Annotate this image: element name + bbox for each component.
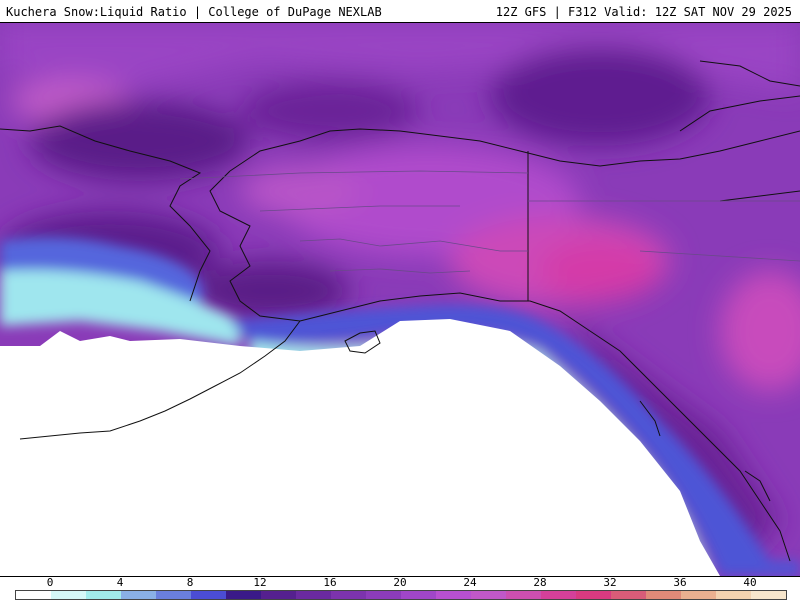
legend-color-cell — [366, 591, 402, 599]
legend-color-cell — [436, 591, 472, 599]
legend-ticks: 0 4 8 12 16 20 24 28 32 36 40 — [0, 576, 800, 590]
legend-tick-label: 20 — [393, 576, 407, 589]
legend-color-cell — [401, 591, 437, 599]
legend-color-cell — [646, 591, 682, 599]
legend-color-cell — [716, 591, 752, 599]
legend-color-cell — [191, 591, 227, 599]
legend-color-cell — [86, 591, 122, 599]
ocean-no-data — [0, 319, 720, 576]
legend-color-cell — [611, 591, 647, 599]
snow-liquid-ratio-map — [0, 22, 800, 577]
map-title: Kuchera Snow:Liquid Ratio | College of D… — [6, 5, 382, 19]
legend-color-cell — [506, 591, 542, 599]
legend-color-cell — [471, 591, 507, 599]
run-info: 12Z GFS | F312 Valid: 12Z SAT NOV 29 202… — [495, 5, 792, 19]
legend-color-cell — [296, 591, 332, 599]
legend-colorbar — [15, 590, 787, 600]
legend-color-cell — [261, 591, 297, 599]
legend-tick-label: 24 — [463, 576, 477, 589]
legend-color-cell — [751, 591, 786, 599]
coastlines — [0, 60, 800, 562]
admin-borders — [179, 170, 800, 274]
legend-color-cell — [226, 591, 262, 599]
legend-tick-label: 40 — [743, 576, 757, 589]
legend-color-cell — [576, 591, 612, 599]
legend-tick-label: 0 — [46, 576, 54, 589]
legend-color-cell — [121, 591, 157, 599]
legend-tick-label: 16 — [323, 576, 337, 589]
legend-color-cell — [51, 591, 87, 599]
header-bar: Kuchera Snow:Liquid Ratio | College of D… — [0, 0, 800, 22]
legend-tick-label: 8 — [186, 576, 194, 589]
legend-tick-label: 36 — [673, 576, 687, 589]
legend-tick-label: 4 — [116, 576, 124, 589]
legend-color-cell — [156, 591, 192, 599]
legend-tick-label: 28 — [533, 576, 547, 589]
legend-tick-label: 12 — [253, 576, 267, 589]
legend-color-cell — [331, 591, 367, 599]
legend-tick-label: 32 — [603, 576, 617, 589]
legend-color-cell — [16, 591, 52, 599]
legend-color-cell — [541, 591, 577, 599]
legend-color-cell — [681, 591, 717, 599]
